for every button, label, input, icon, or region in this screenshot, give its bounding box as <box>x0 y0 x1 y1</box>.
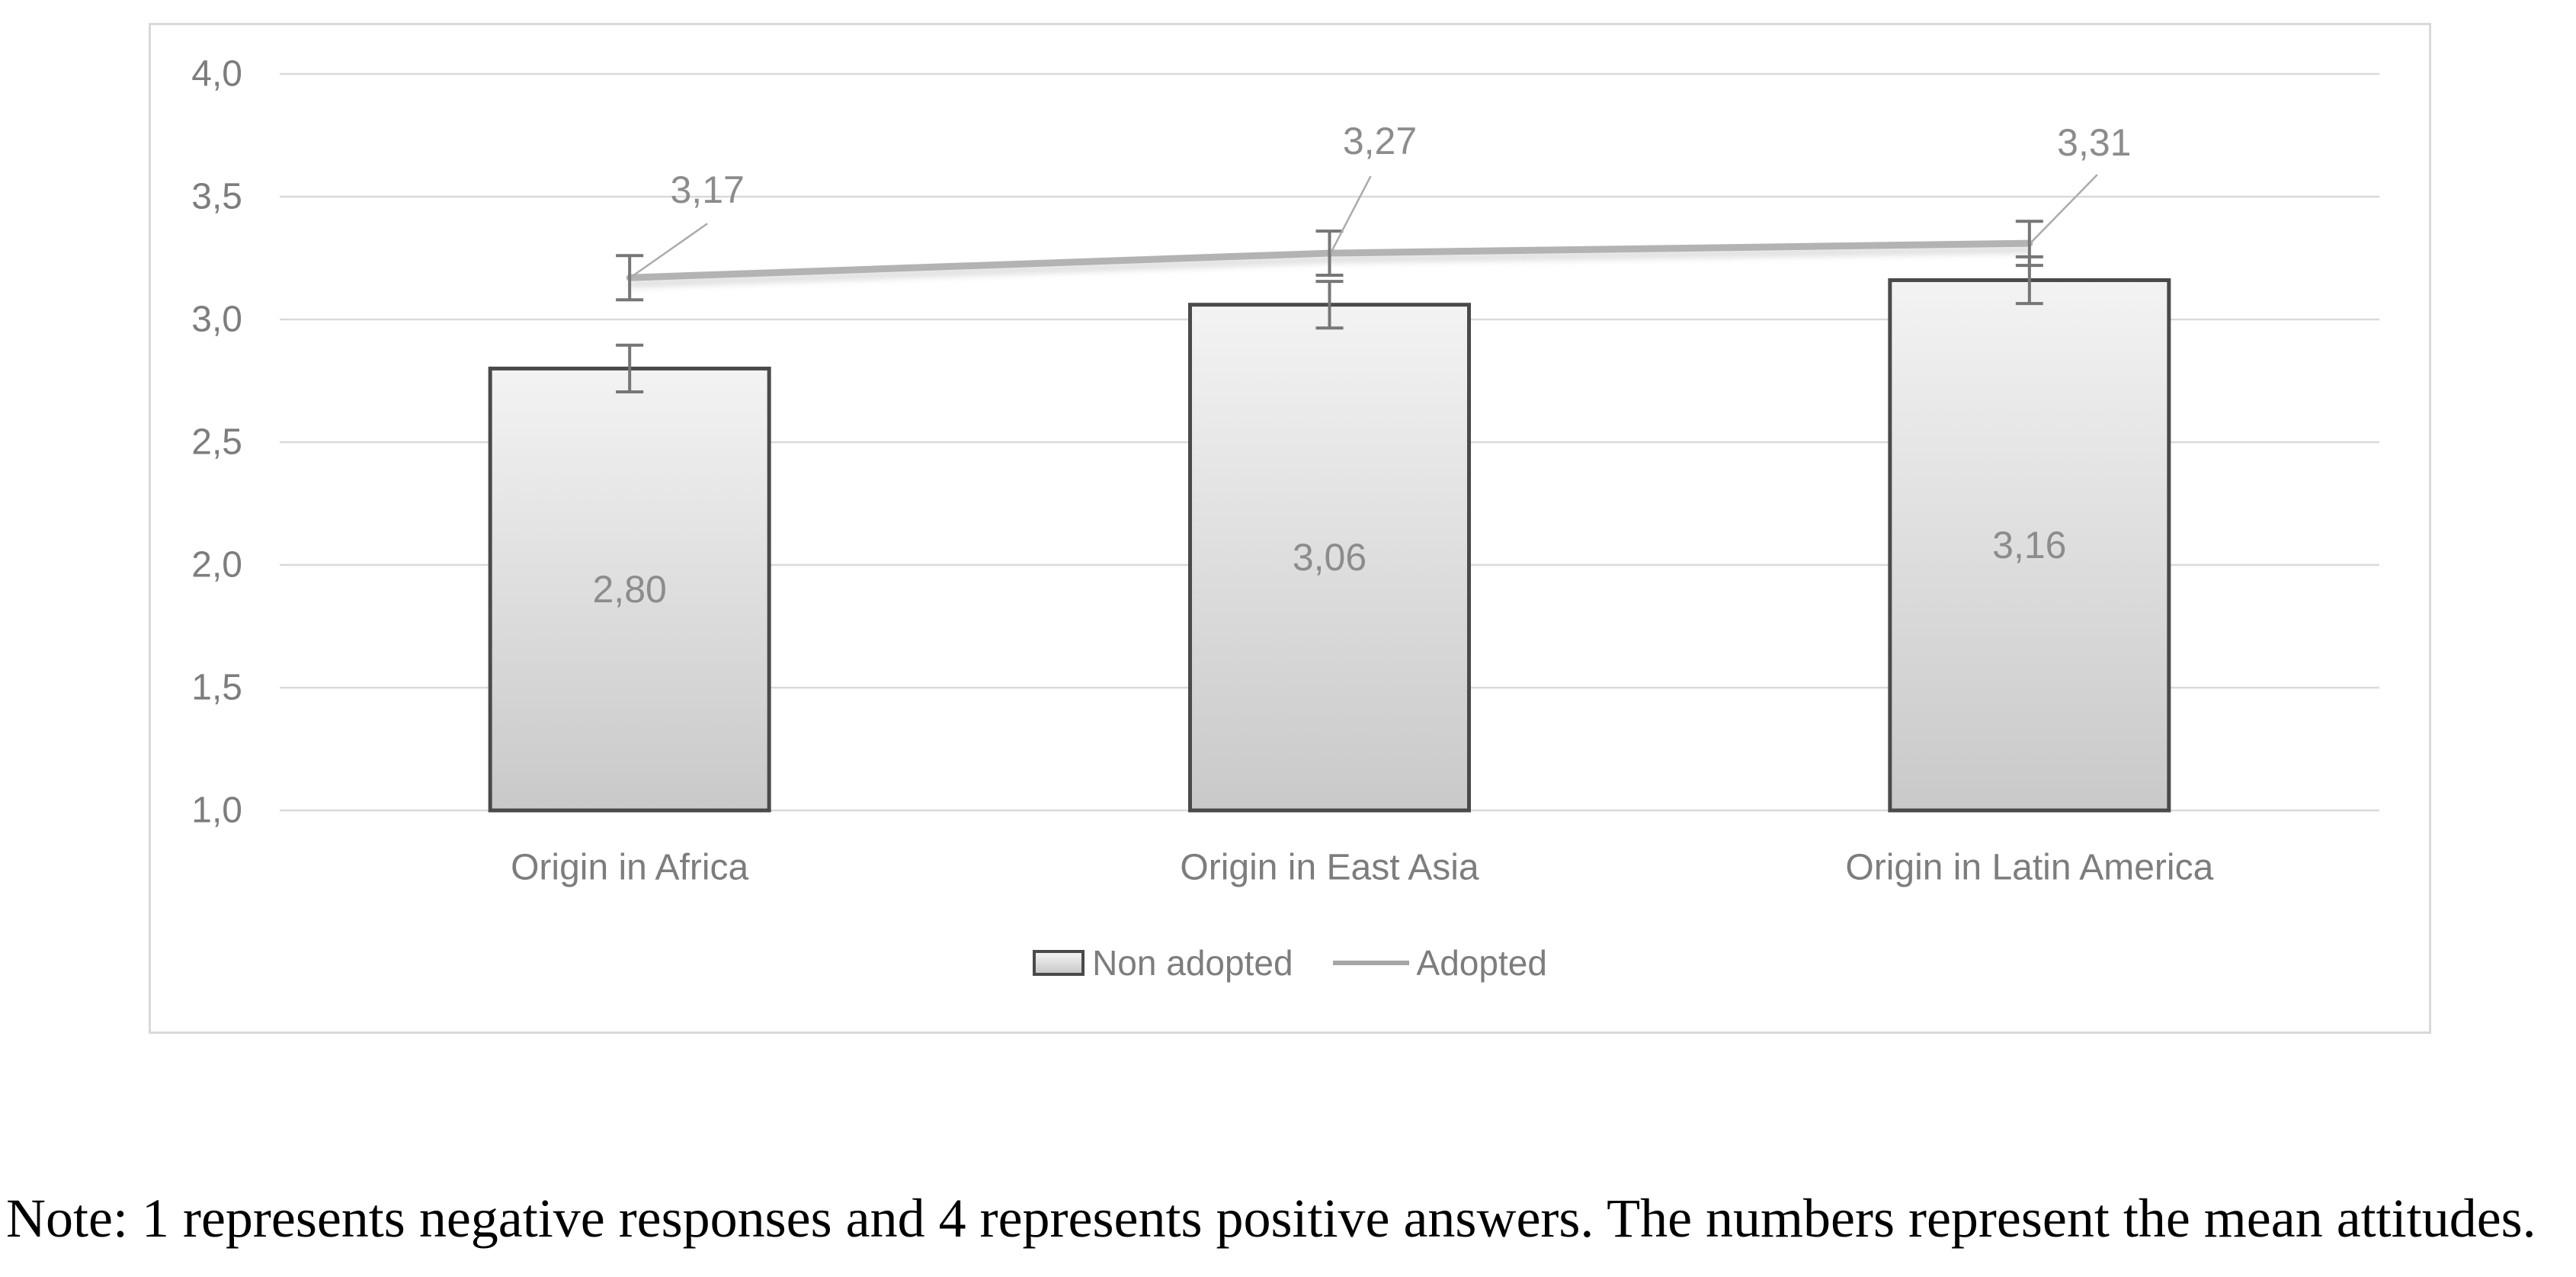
line-swatch-icon <box>1332 961 1409 965</box>
bar-swatch-icon <box>1033 950 1085 976</box>
bar <box>1188 303 1471 813</box>
bar-error-bar <box>1315 280 1344 330</box>
legend-label-non-adopted: Non adopted <box>1092 943 1293 983</box>
y-axis-tick-label: 2,0 <box>191 544 242 586</box>
line-error-bar <box>2015 220 2043 268</box>
bar <box>488 366 771 813</box>
error-bars-group <box>616 220 2043 393</box>
legend-item-adopted: Adopted <box>1332 942 1547 983</box>
line-value-label: 3,31 <box>2057 121 2132 165</box>
y-axis-tick-label: 1,0 <box>191 790 242 831</box>
data-label-leader-line <box>2030 174 2098 244</box>
x-axis-category-label: Origin in East Asia <box>1180 847 1479 888</box>
y-axis-tick-label: 3,0 <box>191 299 242 340</box>
legend-item-non-adopted: Non adopted <box>1033 942 1293 983</box>
x-axis-category-label: Origin in Latin America <box>1845 847 2214 888</box>
bar-error-bar <box>616 343 644 393</box>
line-value-label: 3,27 <box>1342 120 1418 163</box>
leader-lines-group <box>630 174 2098 278</box>
bars-group <box>488 278 2171 813</box>
line-error-bar <box>616 254 644 302</box>
y-axis-tick-label: 2,5 <box>191 422 242 463</box>
bar-value-label: 3,06 <box>1292 536 1367 579</box>
y-axis-tick-label: 3,5 <box>191 176 242 217</box>
bar-value-label: 3,16 <box>1992 524 2067 567</box>
chart-note: Note: 1 represents negative responses an… <box>6 1188 2536 1249</box>
bar <box>1888 278 2171 813</box>
data-label-leader-line <box>630 223 708 278</box>
y-axis-tick-label: 1,5 <box>191 667 242 708</box>
x-axis-category-label: Origin in Africa <box>511 847 749 888</box>
y-axis-tick-label: 4,0 <box>191 53 242 95</box>
line-value-label: 3,17 <box>670 168 745 212</box>
line-error-bar <box>1315 229 1344 278</box>
legend-label-adopted: Adopted <box>1416 943 1547 983</box>
bar-value-label: 2,80 <box>592 568 667 611</box>
chart-legend: Non adopted Adopted <box>149 936 2431 990</box>
data-label-leader-line <box>1330 175 1372 253</box>
